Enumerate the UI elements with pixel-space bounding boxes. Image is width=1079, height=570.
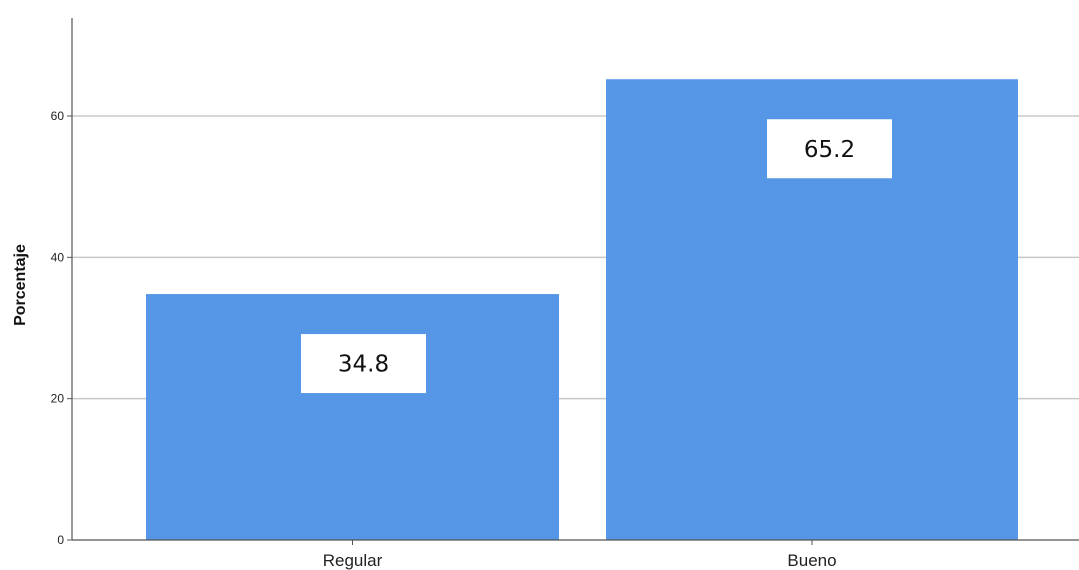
data-label-box — [767, 119, 892, 179]
y-tick-label: 0 — [57, 533, 64, 547]
x-tick-label: Bueno — [787, 551, 836, 570]
data-label: 65.2 — [804, 137, 855, 163]
axes: 0 20 40 60 Regular Bueno — [51, 18, 1079, 570]
y-axis-title: Porcentaje — [12, 244, 29, 326]
y-tick-label: 60 — [51, 109, 65, 123]
y-tick-label: 20 — [51, 392, 65, 406]
data-labels: 34.8 65.2 — [301, 119, 892, 394]
bar-regular — [146, 294, 559, 540]
data-label: 34.8 — [338, 352, 389, 378]
x-tick-label: Regular — [323, 551, 383, 570]
data-label-box — [301, 334, 426, 394]
y-tick-label: 40 — [51, 250, 65, 264]
